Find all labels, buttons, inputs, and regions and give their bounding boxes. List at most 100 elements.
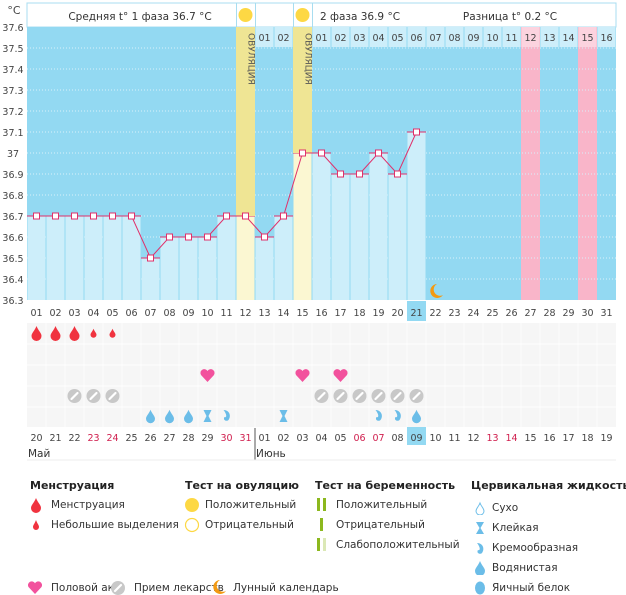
temperature-point bbox=[413, 128, 420, 136]
month-label: Май bbox=[28, 448, 50, 460]
calendar-date: 28 bbox=[182, 433, 194, 444]
temperature-bar bbox=[160, 237, 179, 300]
cycle-day-label: 03 bbox=[68, 308, 80, 319]
chart-svg: Средняя t° 1 фаза 36.7 °C 2 фаза 36.9 °C Р… bbox=[2, 2, 617, 461]
temperature-bar bbox=[65, 216, 84, 300]
y-tick-label: 36.7 bbox=[2, 212, 23, 223]
temperature-bar bbox=[369, 153, 388, 300]
calendar-date: 10 bbox=[429, 433, 441, 444]
phase1-average: Средняя t° 1 фаза 36.7 °C bbox=[68, 11, 211, 23]
dpo-label: 09 bbox=[467, 33, 479, 44]
dpo-cell bbox=[331, 27, 350, 47]
cycle-day-label: 30 bbox=[581, 308, 593, 319]
dpo-label: 05 bbox=[391, 33, 403, 44]
spotting-drop-icon bbox=[33, 520, 39, 530]
creamy-icon bbox=[375, 410, 382, 421]
dpo-cell bbox=[502, 27, 521, 47]
cycle-day-label: 05 bbox=[106, 308, 118, 319]
dpo-label: 06 bbox=[410, 33, 422, 44]
header-bar bbox=[26, 2, 617, 28]
legend-item: Положительный bbox=[205, 499, 297, 511]
temperature-point bbox=[185, 233, 192, 241]
pill-stripe bbox=[89, 391, 98, 401]
ovulation-column bbox=[236, 27, 255, 216]
cycle-day-label: 21 bbox=[410, 308, 422, 319]
calendar-date: 08 bbox=[391, 433, 403, 444]
dpo-label: 02 bbox=[334, 33, 346, 44]
pill-icon bbox=[111, 581, 125, 595]
dpo-label: 08 bbox=[448, 33, 460, 44]
dpo-cell bbox=[274, 27, 293, 47]
legend-item: Положительный bbox=[336, 499, 428, 511]
temperature-difference: Разница t° 0.2 °C bbox=[463, 11, 557, 23]
dpo-cell bbox=[521, 27, 540, 47]
heart-icon bbox=[200, 369, 215, 382]
spotting-drop-icon bbox=[109, 328, 116, 338]
cycle-day-label: 17 bbox=[334, 308, 346, 319]
calendar-date: 12 bbox=[467, 433, 479, 444]
cycle-day-label: 09 bbox=[182, 308, 194, 319]
calendar-date: 21 bbox=[49, 433, 61, 444]
symptom-grid bbox=[27, 323, 616, 427]
calendar-date: 11 bbox=[448, 433, 460, 444]
dpo-label: 07 bbox=[429, 33, 441, 44]
phase2-average: 2 фаза 36.9 °C bbox=[320, 11, 400, 23]
temperature-bar bbox=[141, 258, 160, 300]
temperature-point bbox=[109, 212, 116, 220]
temperature-bar bbox=[350, 174, 369, 300]
calendar-date: 15 bbox=[524, 433, 536, 444]
temperature-bar bbox=[274, 216, 293, 300]
dpo-label: 15 bbox=[581, 33, 593, 44]
sun-negative-icon bbox=[184, 517, 200, 533]
calendar-date: 27 bbox=[163, 433, 175, 444]
current-day-highlight bbox=[407, 301, 426, 321]
temperature-bar bbox=[293, 153, 312, 300]
legend-menstruation-title: Менструация bbox=[30, 479, 115, 492]
calendar-date: 09 bbox=[410, 433, 422, 444]
legend-item: Отрицательный bbox=[336, 519, 425, 531]
y-tick-label: 37.1 bbox=[2, 128, 23, 139]
dpo-cell bbox=[540, 27, 559, 47]
cycle-day-label: 10 bbox=[201, 308, 213, 319]
dpo-label: 14 bbox=[562, 33, 574, 44]
creamy-icon bbox=[223, 410, 230, 421]
legend-item: Слабоположительный bbox=[336, 539, 460, 551]
legend-pregnancy-title: Тест на беременность bbox=[315, 479, 456, 492]
temperature-bar bbox=[27, 216, 46, 300]
pill-stripe bbox=[336, 391, 345, 401]
temperature-point bbox=[204, 233, 211, 241]
legend-item: Водянистая bbox=[492, 562, 558, 574]
temperature-point bbox=[71, 212, 78, 220]
cycle-day-label: 18 bbox=[353, 308, 365, 319]
temperature-bar bbox=[388, 174, 407, 300]
legend-item: Менструация bbox=[51, 499, 125, 511]
y-tick-label: 37 bbox=[7, 149, 19, 160]
legend-item: Лунный календарь bbox=[233, 582, 339, 594]
cycle-day-label: 22 bbox=[429, 308, 441, 319]
temperature-bar bbox=[312, 153, 331, 300]
dpo-cell bbox=[350, 27, 369, 47]
pill-stripe bbox=[374, 391, 383, 401]
legend-item: Яичный белок bbox=[492, 582, 571, 594]
cycle-day-label: 31 bbox=[600, 308, 612, 319]
calendar-date: 18 bbox=[581, 433, 593, 444]
calendar-date: 19 bbox=[600, 433, 612, 444]
calendar-date: 22 bbox=[68, 433, 80, 444]
dpo-cell bbox=[369, 27, 388, 47]
temperature-point bbox=[261, 233, 268, 241]
legend-item: Половой акт bbox=[51, 582, 121, 594]
cycle-day-label: 26 bbox=[505, 308, 517, 319]
cycle-day-label: 14 bbox=[277, 308, 289, 319]
cycle-day-label: 16 bbox=[315, 308, 327, 319]
dpo-label: 16 bbox=[600, 33, 612, 44]
calendar-date: 07 bbox=[372, 433, 384, 444]
calendar-date: 25 bbox=[125, 433, 137, 444]
temperature-point bbox=[299, 149, 306, 157]
temperature-point bbox=[280, 212, 287, 220]
y-tick-label: 36.4 bbox=[2, 275, 23, 286]
y-tick-label: 37.6 bbox=[2, 23, 23, 34]
y-tick-label: 37.2 bbox=[2, 107, 23, 118]
calendar-date: 23 bbox=[87, 433, 99, 444]
calendar-date: 06 bbox=[353, 433, 365, 444]
cycle-day-label: 13 bbox=[258, 308, 270, 319]
